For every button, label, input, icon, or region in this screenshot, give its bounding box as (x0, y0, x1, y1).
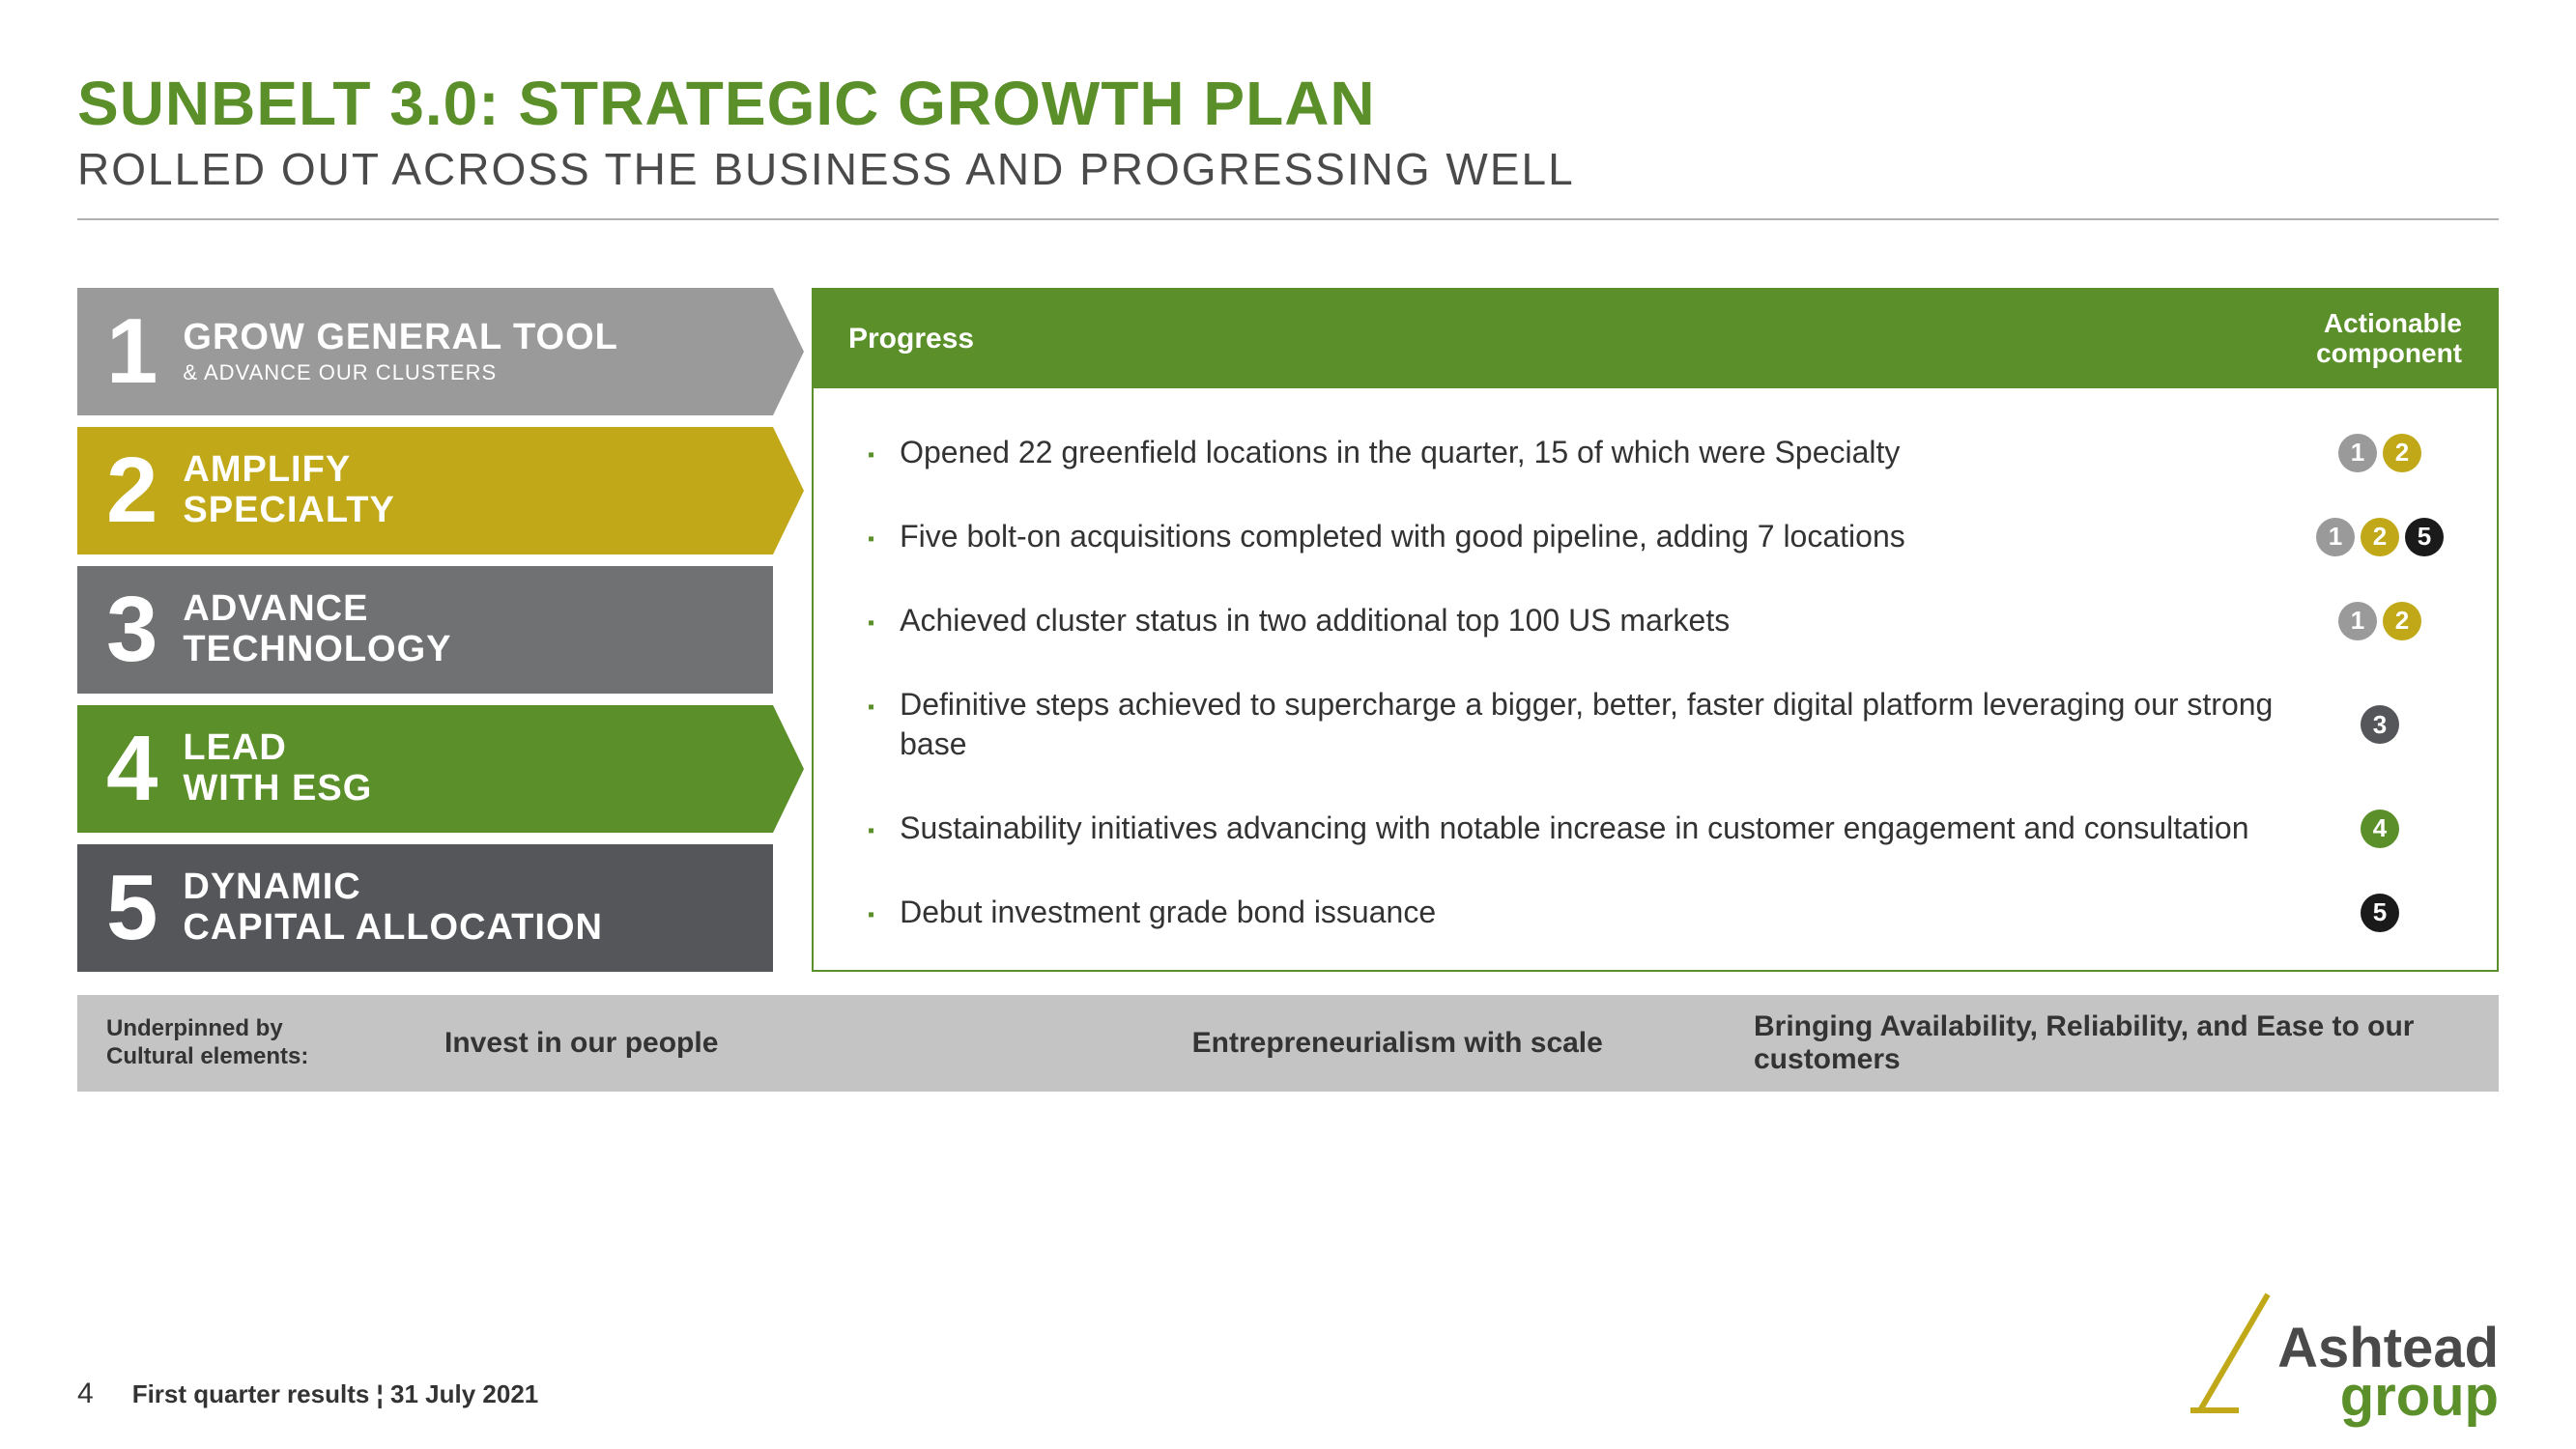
component-badges: 12 (2298, 434, 2462, 472)
progress-text: Five bolt-on acquisitions completed with… (900, 517, 2278, 557)
logo-slash-icon (2190, 1285, 2277, 1420)
bullet-icon: ▪ (868, 437, 874, 467)
pillar-line2: WITH ESG (183, 769, 372, 810)
pillar-item: 5 DYNAMICCAPITAL ALLOCATION (77, 844, 773, 972)
cultural-lead: Underpinned by Cultural elements: (106, 1015, 386, 1071)
pillar-line2: CAPITAL ALLOCATION (183, 908, 603, 949)
component-badge: 3 (2361, 705, 2399, 744)
progress-header: Progress Actionable component (814, 290, 2497, 388)
progress-row: ▪ Definitive steps achieved to supercharg… (868, 685, 2462, 765)
pillar-sub: & ADVANCE OUR CLUSTERS (183, 360, 618, 385)
component-badge: 1 (2338, 434, 2377, 472)
component-badge: 2 (2383, 434, 2421, 472)
component-badge: 5 (2361, 894, 2399, 932)
progress-row: ▪ Sustainability initiatives advancing wi… (868, 809, 2462, 849)
progress-text: Achieved cluster status in two additiona… (900, 601, 2278, 641)
cultural-element-1: Invest in our people (444, 1027, 1042, 1060)
cultural-element-3: Bringing Availability, Reliability, and … (1754, 1010, 2470, 1076)
slide-title: SUNBELT 3.0: STRATEGIC GROWTH PLAN (77, 68, 2499, 139)
pillar-number: 2 (106, 444, 157, 537)
pillar-line2: SPECIALTY (183, 491, 394, 531)
pillar-text: LEADWITH ESG (183, 728, 372, 810)
bullet-icon: ▪ (868, 689, 874, 719)
pillar-item: 3 ADVANCETECHNOLOGY (77, 566, 773, 694)
progress-header-left: Progress (848, 323, 974, 355)
slide-footer: 4 First quarter results ¦ 31 July 2021 (77, 1378, 538, 1410)
progress-header-right: Actionable component (2316, 309, 2462, 369)
progress-text: Opened 22 greenfield locations in the qu… (900, 433, 2278, 473)
component-badges: 125 (2298, 518, 2462, 556)
component-badge: 5 (2405, 518, 2444, 556)
progress-panel: Progress Actionable component ▪ Opened 22… (812, 288, 2499, 972)
pillar-item: 1 GROW GENERAL TOOL& ADVANCE OUR CLUSTERS (77, 288, 773, 415)
component-badges: 4 (2298, 810, 2462, 848)
pillar-item: 4 LEADWITH ESG (77, 705, 773, 833)
pillar-text: DYNAMICCAPITAL ALLOCATION (183, 867, 603, 949)
pillar-text: ADVANCETECHNOLOGY (183, 589, 451, 670)
progress-row: ▪ Five bolt-on acquisitions completed wit… (868, 517, 2462, 557)
progress-row: ▪ Debut investment grade bond issuance 5 (868, 893, 2462, 933)
pillar-text: GROW GENERAL TOOL& ADVANCE OUR CLUSTERS (183, 318, 618, 385)
bullet-icon: ▪ (868, 812, 874, 842)
component-badge: 1 (2316, 518, 2355, 556)
title-divider (77, 218, 2499, 220)
page-number: 4 (77, 1378, 94, 1410)
footer-date: First quarter results ¦ 31 July 2021 (132, 1379, 539, 1409)
bullet-icon: ▪ (868, 605, 874, 635)
component-badge: 2 (2383, 602, 2421, 640)
pillar-line1: LEAD (183, 728, 372, 769)
logo-text-line2: group (2277, 1373, 2499, 1420)
pillar-line1: GROW GENERAL TOOL (183, 318, 618, 358)
pillar-number: 5 (106, 862, 157, 954)
slide-subtitle: ROLLED OUT ACROSS THE BUSINESS AND PROGR… (77, 143, 2499, 195)
pillar-line1: ADVANCE (183, 589, 451, 630)
component-badges: 3 (2298, 705, 2462, 744)
progress-row: ▪ Opened 22 greenfield locations in the q… (868, 433, 2462, 473)
component-badge: 4 (2361, 810, 2399, 848)
cultural-elements-bar: Underpinned by Cultural elements: Invest… (77, 995, 2499, 1092)
pillar-line1: AMPLIFY (183, 450, 394, 491)
pillar-line1: DYNAMIC (183, 867, 603, 908)
component-badges: 12 (2298, 602, 2462, 640)
progress-text: Definitive steps achieved to supercharge… (900, 685, 2278, 765)
progress-body: ▪ Opened 22 greenfield locations in the q… (814, 388, 2497, 970)
progress-row: ▪ Achieved cluster status in two addition… (868, 601, 2462, 641)
progress-text: Debut investment grade bond issuance (900, 893, 2278, 933)
pillar-text: AMPLIFYSPECIALTY (183, 450, 394, 531)
company-logo: Ashtead group (2190, 1285, 2499, 1420)
pillar-line2: TECHNOLOGY (183, 630, 451, 670)
component-badges: 5 (2298, 894, 2462, 932)
pillars-list: 1 GROW GENERAL TOOL& ADVANCE OUR CLUSTERS… (77, 288, 773, 972)
pillar-number: 3 (106, 583, 157, 676)
pillar-number: 1 (106, 305, 157, 398)
component-badge: 1 (2338, 602, 2377, 640)
component-badge: 2 (2361, 518, 2399, 556)
pillar-item: 2 AMPLIFYSPECIALTY (77, 427, 773, 554)
cultural-element-2: Entrepreneurialism with scale (1100, 1027, 1697, 1060)
bullet-icon: ▪ (868, 521, 874, 551)
pillar-number: 4 (106, 723, 157, 815)
bullet-icon: ▪ (868, 896, 874, 926)
progress-text: Sustainability initiatives advancing wit… (900, 809, 2278, 849)
